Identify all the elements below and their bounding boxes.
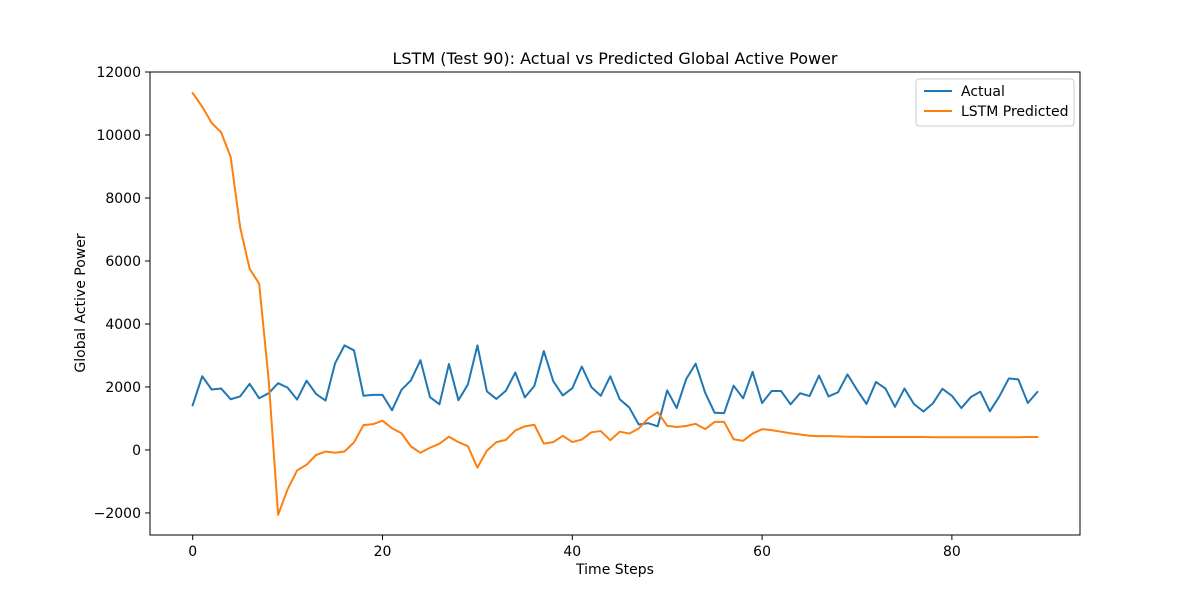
legend-label-predicted: LSTM Predicted — [961, 104, 1069, 120]
y-tick-label: 2000 — [105, 380, 141, 396]
y-tick-label: 12000 — [96, 65, 141, 81]
y-axis-label: Global Active Power — [73, 233, 89, 372]
legend-box — [915, 78, 1075, 127]
x-tick-label: 60 — [753, 544, 771, 560]
y-tick-label: 6000 — [105, 254, 141, 270]
chart-title: LSTM (Test 90): Actual vs Predicted Glob… — [392, 49, 837, 68]
legend: Actual LSTM Predicted — [915, 78, 1075, 127]
series-layer — [191, 91, 1039, 516]
x-axis-label: Time Steps — [575, 562, 654, 578]
x-tick-label: 80 — [943, 544, 961, 560]
x-tick-label: 0 — [188, 544, 197, 560]
x-tick-label: 40 — [563, 544, 581, 560]
legend-label-actual: Actual — [961, 84, 1005, 100]
series-line-actual — [191, 344, 1039, 428]
y-tick-label: 10000 — [96, 128, 141, 144]
plot-frame — [149, 71, 1081, 536]
y-tick-label: 8000 — [105, 191, 141, 207]
y-axis: −2000 0 2000 4000 6000 8000 10000 12000 — [94, 65, 150, 522]
plot-area — [149, 71, 1081, 536]
y-tick-label: 4000 — [105, 317, 141, 333]
series-line-lstm-predicted — [191, 91, 1039, 516]
x-axis: 0 20 40 60 80 — [188, 535, 961, 560]
y-tick-label: −2000 — [94, 506, 141, 522]
plot-background — [150, 72, 1080, 535]
x-tick-label: 20 — [374, 544, 392, 560]
y-tick-label: 0 — [132, 443, 141, 459]
